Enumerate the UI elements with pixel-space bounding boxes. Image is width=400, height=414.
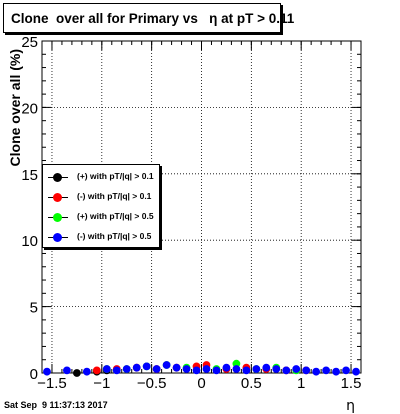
- legend-marker-black: [53, 173, 62, 182]
- legend-marker-red: [53, 193, 62, 202]
- y-tick-label: 20: [21, 100, 38, 117]
- legend-label: (-) with pT/|q| > 0.1: [77, 191, 152, 201]
- y-tick-label: 5: [30, 300, 38, 317]
- data-point: [292, 365, 301, 373]
- data-point: [192, 366, 201, 375]
- y-tick-label: 0: [30, 366, 38, 383]
- data-point: [222, 363, 231, 372]
- legend-label: (-) with pT/|q| > 0.5: [77, 231, 152, 241]
- timestamp: Sat Sep 9 11:37:13 2017: [4, 400, 108, 410]
- data-points-layer: [43, 359, 360, 377]
- x-tick-label: −0.5: [137, 375, 167, 392]
- x-axis-label: η: [346, 398, 355, 414]
- data-point: [212, 366, 221, 375]
- data-point: [43, 367, 51, 376]
- data-point: [342, 366, 350, 375]
- grid-layer: [42, 41, 361, 373]
- data-point: [132, 363, 141, 372]
- data-point: [142, 362, 151, 371]
- data-point: [92, 366, 101, 375]
- data-point: [272, 365, 281, 373]
- y-tick-label: 10: [21, 233, 38, 250]
- data-point: [63, 366, 71, 375]
- data-point: [352, 367, 360, 376]
- y-tick-label: 25: [21, 34, 38, 51]
- data-point: [312, 367, 321, 376]
- data-point: [112, 366, 121, 375]
- legend-marker-green: [53, 213, 62, 222]
- legend-marker-blue: [53, 233, 62, 242]
- y-axis-label: Clone over all (%): [7, 49, 23, 166]
- data-point: [332, 367, 340, 376]
- data-point: [202, 365, 211, 373]
- x-tick-label: −1: [93, 375, 110, 392]
- data-point: [122, 365, 131, 373]
- data-point: [152, 365, 161, 373]
- data-point: [262, 363, 271, 372]
- data-point: [252, 365, 261, 373]
- legend-label: (+) with pT/|q| > 0.5: [77, 211, 154, 221]
- x-tick-label: 0.5: [241, 375, 262, 392]
- legend-entry-4: (-) with pT/|q| > 0.5: [43, 227, 161, 247]
- data-point: [102, 365, 111, 373]
- legend-entry-2: (-) with pT/|q| > 0.1: [43, 187, 161, 207]
- data-point: [172, 363, 181, 372]
- y-tick-label: 15: [21, 167, 38, 184]
- data-point: [322, 366, 331, 375]
- x-tick-label: −1.5: [37, 375, 67, 392]
- x-tick-label: 1.5: [341, 375, 362, 392]
- legend-entry-3: (+) with pT/|q| > 0.5: [43, 207, 161, 227]
- data-point: [72, 369, 81, 377]
- legend-entry-1: (+) with pT/|q| > 0.1: [43, 167, 161, 187]
- data-point: [82, 367, 91, 376]
- legend: (+) with pT/|q| > 0.1 (-) with pT/|q| > …: [42, 164, 160, 248]
- data-point: [232, 365, 241, 373]
- data-point: [282, 366, 291, 375]
- chart-title: Clone over all for Primary vs η at pT > …: [3, 3, 294, 33]
- x-tick-label: 1: [297, 375, 305, 392]
- data-point: [162, 361, 171, 369]
- series-4: [43, 361, 360, 376]
- data-point: [182, 365, 191, 373]
- x-tick-label: 0: [197, 375, 205, 392]
- data-point: [242, 366, 251, 375]
- legend-label: (+) with pT/|q| > 0.1: [77, 171, 154, 181]
- data-point: [302, 366, 311, 375]
